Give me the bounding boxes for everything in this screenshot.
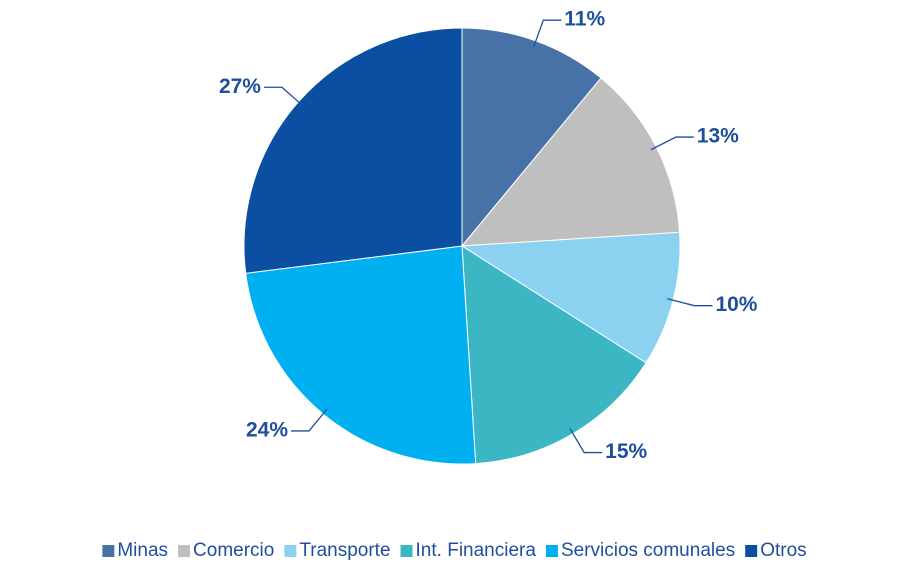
- legend-label: Minas: [117, 540, 168, 561]
- value-label: 10%: [715, 293, 757, 316]
- leader-line: [650, 136, 694, 151]
- value-label: 13%: [697, 125, 739, 148]
- legend-swatch: [178, 545, 191, 557]
- value-label: 27%: [219, 75, 261, 98]
- legend-swatch: [745, 545, 758, 557]
- leader-line: [263, 86, 304, 107]
- legend-swatch: [284, 545, 297, 557]
- leader-line: [291, 408, 328, 432]
- legend-swatch: [400, 545, 413, 557]
- legend: Minas Comercio Transporte Int. Financiera Se…: [102, 540, 807, 561]
- legend-label: Otros: [760, 540, 806, 561]
- legend-swatch: [102, 545, 115, 557]
- leader-line: [569, 428, 603, 454]
- legend-label: Transporte: [299, 540, 390, 561]
- legend-label: Comercio: [193, 540, 274, 561]
- leader-line: [533, 19, 562, 47]
- leader-line: [667, 298, 713, 307]
- pie-slice: [243, 27, 463, 274]
- legend-label: Servicios comunales: [561, 540, 735, 561]
- value-label: 24%: [246, 418, 288, 441]
- value-label: 15%: [605, 440, 647, 463]
- value-label: 11%: [564, 8, 605, 31]
- legend-label: Int. Financiera: [416, 540, 537, 561]
- legend-swatch: [545, 545, 558, 557]
